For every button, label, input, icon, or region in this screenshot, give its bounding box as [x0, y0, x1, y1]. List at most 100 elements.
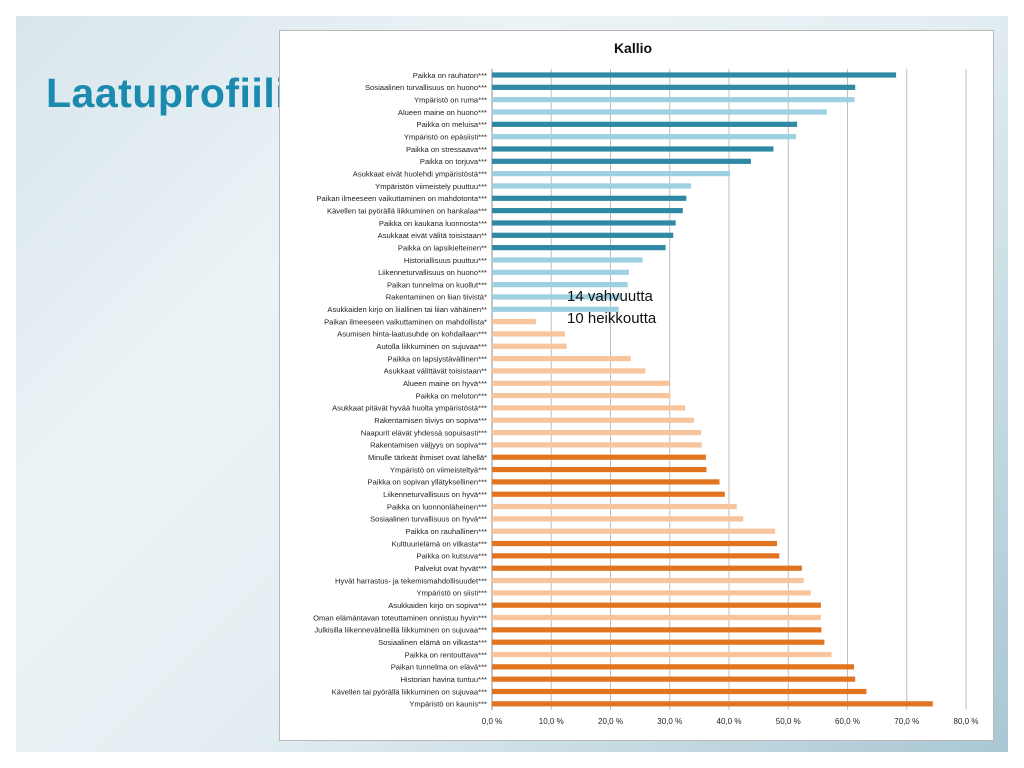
category-label: Julkisilla liikennevälineillä liikkumine… — [314, 626, 487, 635]
category-label: Naapurit elävät yhdessä sopuisasti*** — [361, 428, 487, 437]
category-label: Ympäristön viimeistely puuttuu*** — [375, 182, 487, 191]
bar — [492, 392, 671, 399]
category-label: Paikka on rauhaton*** — [413, 71, 487, 80]
category-label: Kulttuurielämä on vilkasta*** — [392, 539, 487, 548]
slide-title: Laatuprofiili — [46, 70, 288, 116]
category-label: Ympäristö on ruma*** — [414, 95, 487, 104]
category-label: Asukkaiden kirjo on sopiva*** — [388, 601, 487, 610]
bar — [492, 84, 856, 90]
category-label: Liikenneturvallisuus on hyvä*** — [383, 490, 487, 499]
bar — [492, 676, 856, 682]
category-label: Oman elämäntavan toteuttaminen onnistuu … — [313, 613, 487, 622]
bar — [492, 577, 804, 584]
x-tick-label: 50,0 % — [776, 717, 801, 726]
category-label: Paikka on kaukana luonnosta*** — [379, 219, 487, 228]
x-tick-label: 20,0 % — [598, 717, 623, 726]
bar — [492, 269, 629, 275]
category-label: Paikka on stressaava*** — [406, 145, 487, 154]
bar — [492, 109, 827, 115]
category-label: Paikan ilmeeseen vaikuttaminen on mahdol… — [324, 317, 487, 326]
bar — [492, 627, 822, 633]
category-label: Paikka on meluisa*** — [417, 120, 488, 129]
category-label: Paikka on torjuva*** — [420, 157, 487, 166]
bar — [492, 516, 744, 522]
category-label: Autolla liikkuminen on sujuvaa*** — [376, 342, 487, 351]
category-label: Alueen maine on hyvä*** — [403, 379, 487, 388]
bar — [492, 590, 811, 596]
category-label: Rakentamisen tiiviys on sopiva*** — [374, 416, 487, 425]
bar — [492, 503, 737, 510]
category-label: Rakentaminen on liian tiivistä* — [386, 293, 487, 302]
category-label: Hyvät harrastus- ja tekemismahdollisuude… — [335, 576, 487, 585]
category-label: Paikka on rauhallinen*** — [406, 527, 488, 536]
bar — [492, 72, 897, 78]
category-label: Sosiaalinen elämä on vilkasta*** — [378, 638, 487, 647]
bar — [492, 368, 646, 374]
note-strengths: 14 vahvuutta — [567, 288, 653, 305]
bar — [492, 171, 731, 177]
bar — [492, 121, 798, 127]
category-label: Paikka on lapsikielteinen** — [398, 243, 487, 252]
category-label: Asukkaiden kirjo on liiallinen tai liian… — [327, 305, 487, 314]
x-tick-labels: 0,0 % 10,0 % 20,0 % 30,0 % 40,0 % 50,0 % 60,0 … — [482, 717, 979, 726]
category-label: Paikka on rentouttava*** — [405, 650, 487, 659]
strengths-weaknesses-note: 14 vahvuutta 10 heikkoutta — [567, 286, 656, 330]
bar — [492, 134, 796, 140]
bar — [492, 294, 620, 300]
category-labels: Paikka on rauhaton*** Sosiaalinen turvall… — [313, 71, 487, 709]
bar — [492, 183, 692, 189]
bar — [492, 220, 676, 226]
category-label: Paikka on meluton*** — [416, 391, 487, 400]
bar — [492, 232, 674, 238]
x-tick-label: 10,0 % — [539, 717, 564, 726]
bar — [492, 454, 706, 460]
category-label: Paikka on sopivan yllätyksellinen*** — [368, 478, 488, 487]
category-label: Alueen maine on huono*** — [398, 108, 487, 117]
x-tick-label: 60,0 % — [835, 717, 860, 726]
bar — [492, 146, 774, 152]
category-label: Asukkaat eivät huolehdi ympäristöstä*** — [353, 169, 487, 178]
bar — [492, 479, 720, 485]
bar — [492, 429, 702, 436]
chart-title: Kallio — [614, 40, 652, 56]
category-label: Liikenneturvallisuus on huono*** — [378, 268, 487, 277]
bar — [492, 491, 725, 497]
category-label: Paikan ilmeeseen vaikuttaminen on mahdot… — [316, 194, 487, 203]
category-label: Kävellen tai pyörällä liikkuminen on han… — [327, 206, 487, 215]
bar — [492, 208, 683, 214]
category-label: Asumisen hinta-laatusuhde on kohdallaan*… — [337, 330, 487, 339]
bar — [492, 355, 631, 362]
bar — [492, 195, 687, 201]
category-label: Ympäristö on epäsiisti*** — [404, 132, 487, 141]
category-label: Ympäristö on siisti*** — [417, 589, 488, 598]
bar — [492, 380, 670, 386]
bar — [492, 331, 565, 337]
grid-layer — [491, 68, 967, 710]
bar — [492, 306, 619, 312]
bar — [492, 282, 628, 288]
bar — [492, 528, 776, 534]
bar — [492, 257, 643, 263]
bar — [492, 565, 802, 571]
bar — [492, 553, 780, 559]
category-label: Paikka on lapsiystävällinen*** — [387, 354, 487, 363]
category-label: Historiallisuus puuttuu*** — [404, 256, 487, 265]
bar — [492, 701, 933, 707]
bar — [492, 319, 536, 325]
category-label: Sosiaalinen turvallisuus on hyvä*** — [370, 515, 487, 524]
bar — [492, 466, 707, 473]
category-label: Kävellen tai pyörällä liikkuminen on suj… — [332, 687, 487, 696]
x-tick-label: 80,0 % — [954, 717, 979, 726]
category-label: Ympäristö on kaunis*** — [409, 700, 487, 709]
category-label: Historian havina tuntuu*** — [400, 675, 487, 684]
bar — [492, 614, 821, 621]
x-tick-label: 40,0 % — [717, 717, 742, 726]
category-label: Paikka on kutsuva*** — [417, 552, 488, 561]
x-tick-label: 0,0 % — [482, 717, 502, 726]
chart-frame: Paikka on rauhaton*** Sosiaalinen turvall… — [279, 30, 994, 741]
bar — [492, 158, 751, 164]
bar-layer — [492, 72, 933, 707]
category-label: Asukkaat välittävät toisistaan** — [384, 367, 487, 376]
category-label: Rakentamisen väljyys on sopiva*** — [370, 441, 487, 450]
